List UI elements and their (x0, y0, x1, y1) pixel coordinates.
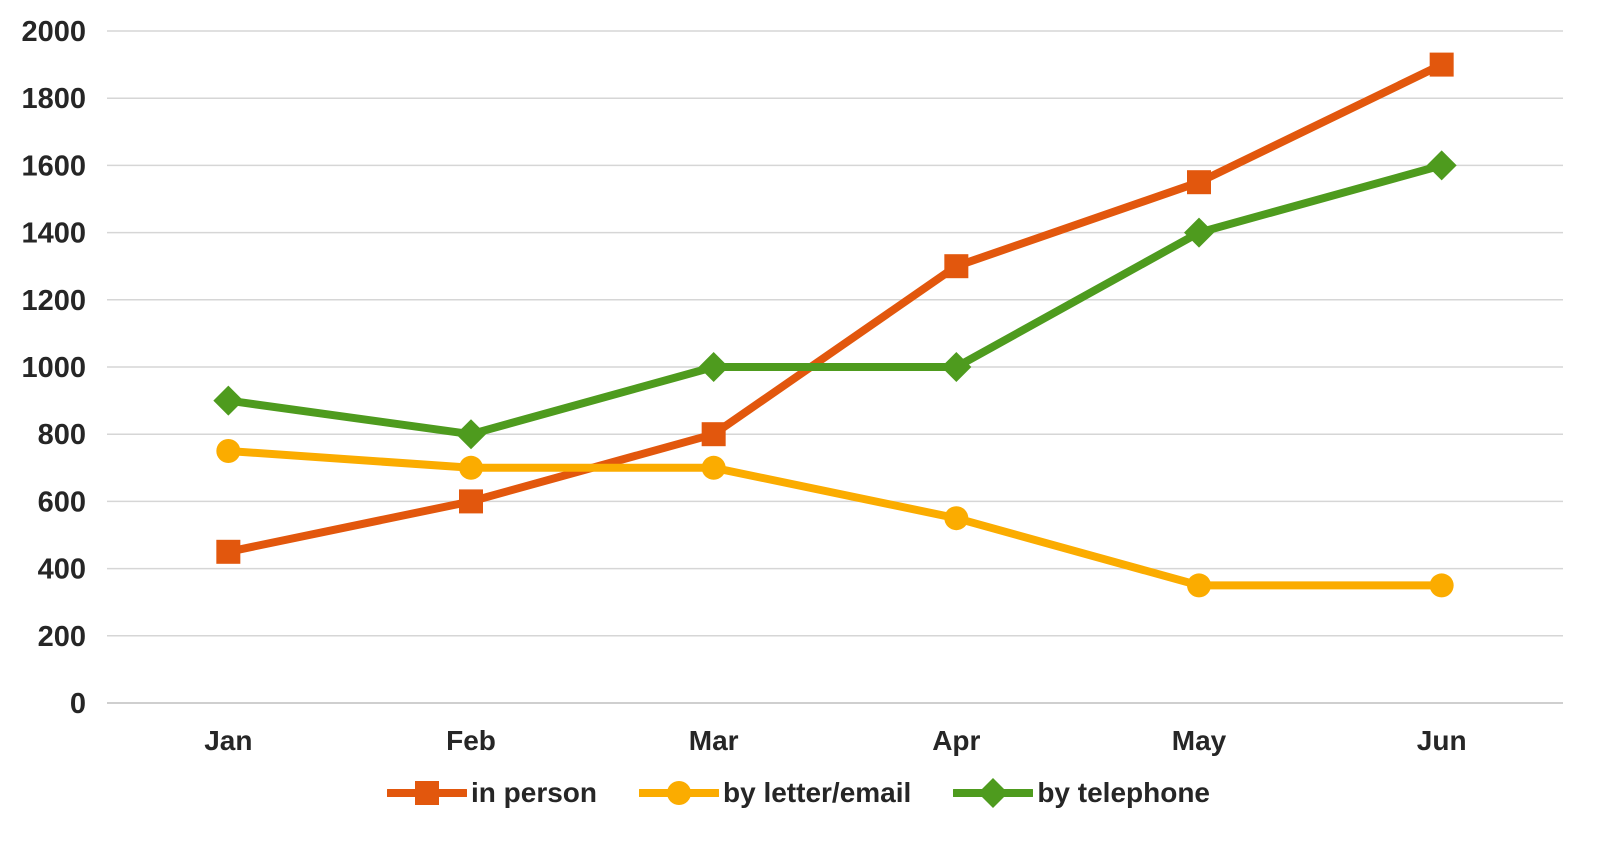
data-point-by-telephone-mar (698, 352, 729, 382)
data-point-by-telephone-may (1184, 217, 1214, 248)
legend-swatch-diamond-icon (953, 778, 1034, 808)
data-point-by-telephone-jun (1426, 150, 1457, 181)
series-line-by-telephone (224, 161, 1446, 439)
data-point-in-person-mar (701, 422, 726, 447)
data-point-in-person-feb (459, 489, 483, 514)
data-point-in-person-may (1187, 170, 1211, 195)
y-tick-label-1000: 1000 (21, 352, 86, 384)
y-tick-label-1400: 1400 (21, 218, 86, 250)
x-tick-label-jan: Jan (204, 725, 252, 756)
x-tick-label-may: May (1172, 725, 1227, 756)
y-tick-label-1800: 1800 (21, 83, 86, 115)
legend-item-in-person: in person (386, 776, 597, 810)
data-point-in-person-jun (1429, 52, 1454, 77)
legend-label-by-telephone: by telephone (1037, 777, 1211, 808)
y-tick-label-800: 800 (38, 419, 86, 451)
line-chart: 0 200 400 600 800 1000 1200 1400 1600 1800 2000 Jan… (21, 16, 1563, 756)
legend-swatch-marker (978, 778, 1009, 808)
series-line-in-person (224, 60, 1446, 556)
x-tick-label-feb: Feb (446, 725, 496, 756)
chart-legend: in person by letter/email by telephone (0, 776, 1597, 810)
data-point-by-letter-email-may (1187, 573, 1211, 598)
legend-label-in-person: in person (470, 777, 597, 808)
y-tick-label-400: 400 (38, 554, 86, 586)
series-by-letter-email (216, 439, 1454, 598)
y-tick-label-0: 0 (70, 688, 86, 720)
data-point-by-letter-email-jan (216, 439, 241, 463)
y-tick-label-200: 200 (38, 621, 86, 653)
series-by-telephone (213, 150, 1457, 450)
legend-label-by-letter-email: by letter/email (723, 777, 912, 808)
data-point-by-telephone-apr (941, 352, 972, 382)
data-point-by-letter-email-mar (701, 455, 726, 480)
x-tick-label-apr: Apr (932, 725, 980, 756)
legend-swatch-marker (667, 781, 691, 805)
series-in-person (216, 52, 1454, 564)
y-tick-label-1200: 1200 (21, 285, 86, 317)
legend-item-by-telephone: by telephone (953, 776, 1210, 810)
data-point-by-letter-email-apr (944, 506, 969, 531)
legend-swatch-marker (414, 781, 439, 805)
data-point-by-letter-email-jun (1429, 573, 1454, 598)
data-point-in-person-apr (944, 254, 969, 279)
data-point-in-person-jan (216, 539, 241, 564)
legend-swatch-square-icon (386, 781, 467, 805)
x-tick-label-jun: Jun (1417, 725, 1467, 756)
data-point-by-telephone-jan (213, 385, 244, 416)
legend-swatch-circle-icon (639, 781, 719, 805)
data-point-by-letter-email-feb (459, 455, 483, 480)
y-tick-label-2000: 2000 (21, 16, 86, 48)
y-tick-label-1600: 1600 (21, 150, 86, 182)
y-tick-label-600: 600 (38, 486, 86, 518)
legend-item-by-letter-email: by letter/email (639, 776, 911, 810)
series-line-by-letter-email (224, 447, 1446, 590)
x-tick-label-mar: Mar (689, 725, 739, 756)
data-point-by-telephone-feb (456, 419, 486, 450)
